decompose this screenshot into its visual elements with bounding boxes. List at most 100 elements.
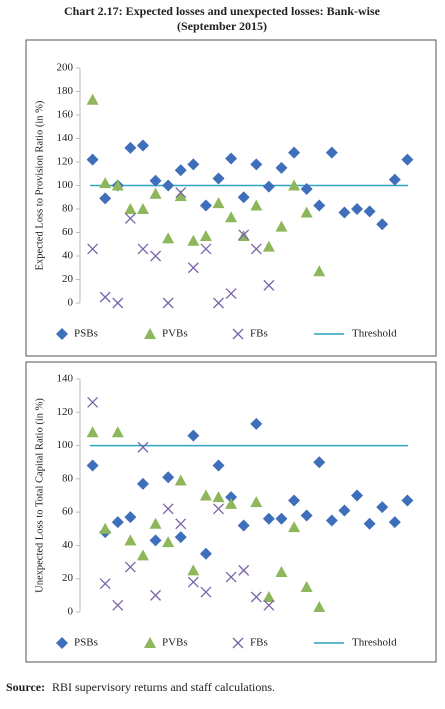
point <box>313 265 326 277</box>
legend-label: FBs <box>250 328 268 340</box>
y-tick-label: 40 <box>62 539 74 551</box>
point <box>137 441 149 453</box>
point <box>288 179 301 191</box>
legend-label: FBs <box>250 637 268 649</box>
point <box>275 220 288 232</box>
point <box>212 459 225 472</box>
point <box>238 564 250 576</box>
point <box>112 599 124 611</box>
point <box>237 519 250 532</box>
point <box>99 177 112 189</box>
point <box>175 518 187 530</box>
point <box>87 243 99 255</box>
point <box>250 158 263 171</box>
y-tick-label: 120 <box>57 406 74 418</box>
point <box>313 199 326 212</box>
point <box>199 489 212 501</box>
point <box>263 279 275 291</box>
point <box>150 589 162 601</box>
y-tick-label: 40 <box>62 250 74 262</box>
point <box>199 547 212 560</box>
y-tick-label: 60 <box>62 226 74 238</box>
point <box>187 262 199 274</box>
point <box>238 229 250 241</box>
y-tick-label: 180 <box>57 85 74 97</box>
point <box>300 206 313 218</box>
point <box>162 232 175 244</box>
point <box>212 197 225 209</box>
legend-marker <box>232 328 244 340</box>
point <box>124 212 136 224</box>
point <box>187 429 200 442</box>
point <box>225 288 237 300</box>
point <box>200 243 212 255</box>
point <box>338 504 351 517</box>
point <box>187 158 200 171</box>
point <box>99 522 112 534</box>
point <box>149 517 162 529</box>
point <box>363 205 376 218</box>
point <box>124 203 137 214</box>
point <box>136 203 149 214</box>
y-axis-label: Unexpected Loss to Total Capital Ratio (… <box>34 398 45 593</box>
point <box>111 426 124 438</box>
point <box>388 173 401 186</box>
point <box>300 509 313 522</box>
point <box>250 591 262 603</box>
point <box>111 516 124 529</box>
point <box>275 566 288 578</box>
y-tick-label: 80 <box>62 472 74 484</box>
point <box>225 152 238 165</box>
source-text: RBI supervisory returns and staff calcul… <box>52 680 275 694</box>
point <box>225 571 237 583</box>
source-label: Source: <box>6 680 45 694</box>
point <box>325 146 338 159</box>
point <box>174 531 187 544</box>
title: Chart 2.17: Expected losses and unexpect… <box>64 4 381 18</box>
point <box>99 291 111 303</box>
point <box>388 516 401 529</box>
point <box>275 161 288 174</box>
point <box>351 489 364 502</box>
point <box>150 250 162 262</box>
point <box>187 576 199 588</box>
y-tick-label: 120 <box>57 156 74 168</box>
y-tick-label: 80 <box>62 203 74 215</box>
point <box>250 496 263 508</box>
point <box>136 549 149 561</box>
point <box>99 578 111 590</box>
legend-label: PSBs <box>74 637 98 649</box>
point <box>262 512 275 525</box>
point <box>99 192 112 205</box>
point <box>212 491 225 503</box>
point <box>262 240 275 252</box>
point <box>250 199 263 211</box>
point <box>124 561 136 573</box>
point <box>174 164 187 177</box>
subtitle: (September 2015) <box>177 19 267 33</box>
point <box>363 517 376 530</box>
point <box>250 243 262 255</box>
legend-marker <box>144 328 156 339</box>
point <box>250 417 263 430</box>
legend-marker <box>56 637 68 649</box>
y-tick-label: 20 <box>62 572 74 584</box>
point <box>86 153 99 166</box>
point <box>288 146 301 159</box>
y-tick-label: 60 <box>62 506 74 518</box>
point <box>162 471 175 484</box>
y-tick-label: 0 <box>68 606 74 618</box>
point <box>137 243 149 255</box>
point <box>225 211 238 223</box>
point <box>124 141 137 154</box>
point <box>300 581 313 593</box>
point <box>162 536 175 548</box>
point <box>175 187 187 199</box>
y-tick-label: 140 <box>57 132 74 144</box>
point <box>263 599 275 611</box>
point <box>162 297 174 309</box>
point <box>149 187 162 199</box>
point <box>149 174 162 187</box>
point <box>212 172 225 185</box>
